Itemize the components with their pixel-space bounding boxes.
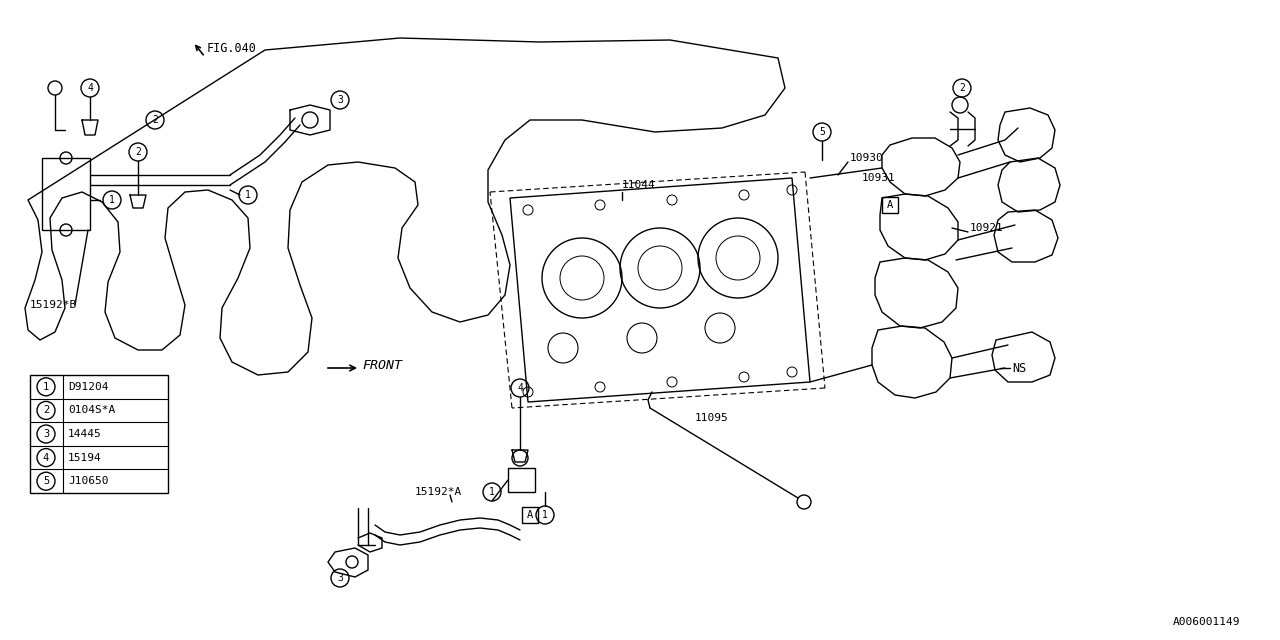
Text: 3: 3 bbox=[337, 573, 343, 583]
Text: A: A bbox=[887, 200, 893, 210]
Text: 3: 3 bbox=[337, 95, 343, 105]
Text: 1: 1 bbox=[541, 510, 548, 520]
Text: 2: 2 bbox=[42, 405, 49, 415]
Text: 4: 4 bbox=[42, 452, 49, 463]
Text: 10931: 10931 bbox=[861, 173, 896, 183]
Text: 4: 4 bbox=[517, 383, 524, 393]
Text: 10921: 10921 bbox=[970, 223, 1004, 233]
Text: 5: 5 bbox=[819, 127, 824, 137]
Text: 1: 1 bbox=[244, 190, 251, 200]
Text: 11095: 11095 bbox=[695, 413, 728, 423]
Text: 1: 1 bbox=[42, 382, 49, 392]
Text: 0104S*A: 0104S*A bbox=[68, 405, 115, 415]
Text: 10930: 10930 bbox=[850, 153, 883, 163]
Text: 11044: 11044 bbox=[622, 180, 655, 190]
Bar bbox=[522, 507, 538, 523]
Text: A006001149: A006001149 bbox=[1172, 617, 1240, 627]
Text: 2: 2 bbox=[152, 115, 157, 125]
Text: 15192*B: 15192*B bbox=[29, 300, 77, 310]
Text: NS: NS bbox=[1012, 362, 1027, 374]
Text: 15192*A: 15192*A bbox=[415, 487, 462, 497]
Text: 15194: 15194 bbox=[68, 452, 101, 463]
Text: 3: 3 bbox=[42, 429, 49, 439]
Text: 1: 1 bbox=[489, 487, 495, 497]
Text: FIG.040: FIG.040 bbox=[207, 42, 257, 54]
Text: J10650: J10650 bbox=[68, 476, 109, 486]
Text: 5: 5 bbox=[42, 476, 49, 486]
Text: A: A bbox=[527, 510, 534, 520]
Text: 4: 4 bbox=[87, 83, 93, 93]
Text: FRONT: FRONT bbox=[362, 358, 402, 371]
Text: 2: 2 bbox=[136, 147, 141, 157]
Bar bbox=[29, 375, 168, 493]
Text: D91204: D91204 bbox=[68, 382, 109, 392]
Text: 14445: 14445 bbox=[68, 429, 101, 439]
Bar bbox=[882, 197, 899, 213]
Text: 1: 1 bbox=[109, 195, 115, 205]
Text: 2: 2 bbox=[959, 83, 965, 93]
